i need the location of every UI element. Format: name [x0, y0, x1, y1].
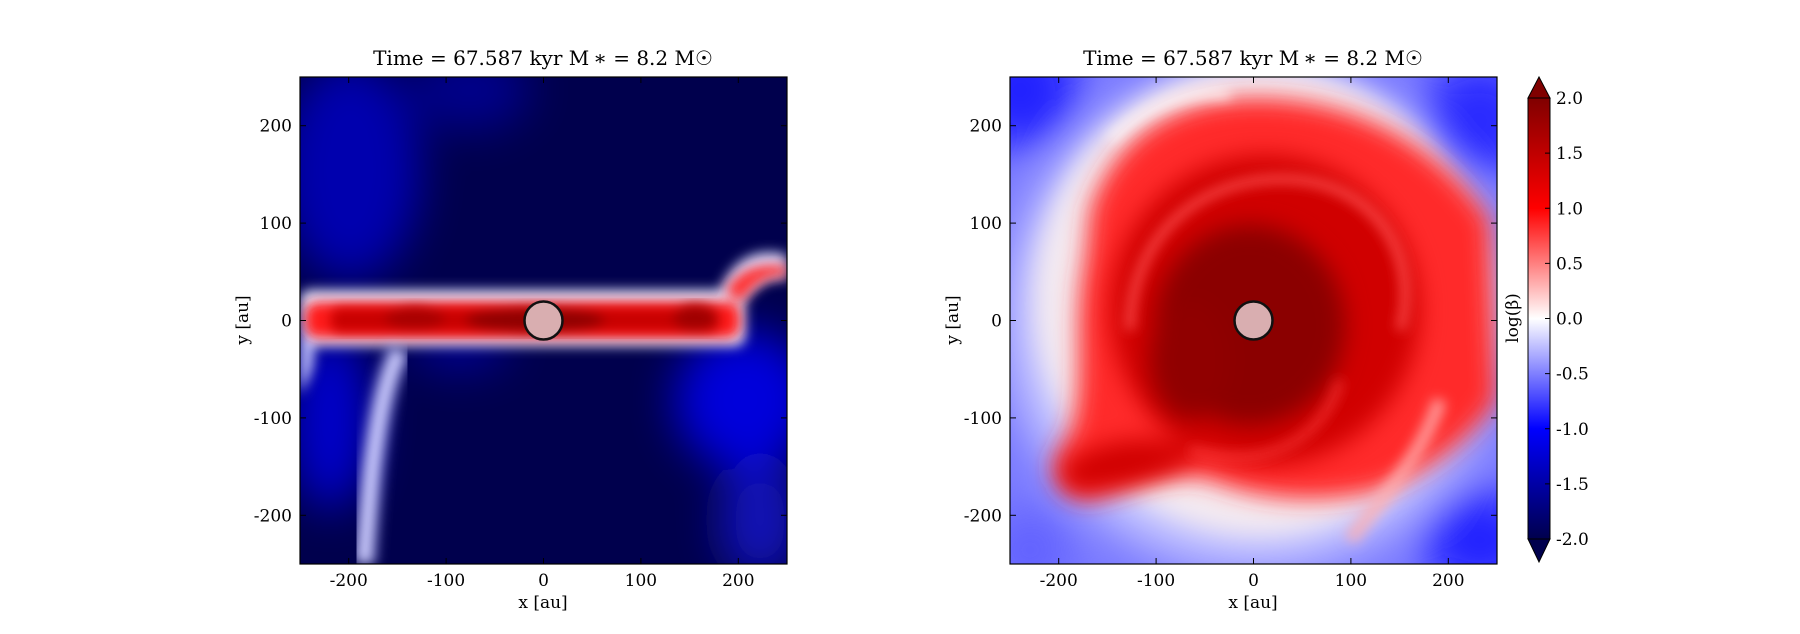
right-ticks: -200 -100 0 100 200 -200 -100 0 100 200: [964, 77, 1497, 591]
left-ytick-label-3: 100: [260, 214, 292, 234]
left-xtick-label-1: -100: [427, 571, 465, 591]
right-title: Time = 67.587 kyr M ∗ = 8.2 M☉: [1083, 46, 1423, 70]
left-ytick-label-2: 0: [281, 312, 292, 332]
right-xtick-label-2: 0: [1248, 571, 1259, 591]
right-ylabel: y [au]: [943, 295, 963, 345]
right-xtick-label-1: -100: [1137, 571, 1175, 591]
colorbar-tick-label-8: 2.0: [1556, 89, 1583, 109]
left-xtick-label-3: 100: [625, 571, 657, 591]
right-ytick-label-2: 0: [991, 312, 1002, 332]
left-xtick-label-2: 0: [538, 571, 549, 591]
colorbar-tick-label-6: 1.0: [1556, 199, 1583, 219]
left-ticks: -200 -100 0 100 200 -200 -100 0 100 200: [254, 77, 787, 591]
left-xtick-label-4: 200: [722, 571, 754, 591]
right-ytick-label-1: -100: [964, 409, 1002, 429]
colorbar: -2.0 -1.5 -1.0 -0.5 0.0 0.5 1.0 1.5 2.0 log(β): [1503, 75, 1589, 564]
left-xlabel: x [au]: [518, 593, 567, 613]
right-ytick-label-4: 200: [970, 117, 1002, 137]
right-xtick-label-4: 200: [1432, 571, 1464, 591]
left-heatmap: [300, 77, 787, 564]
left-ylabel: y [au]: [233, 295, 253, 345]
left-ytick-label-0: -200: [254, 506, 292, 526]
left-ytick-label-1: -100: [254, 409, 292, 429]
colorbar-tick-label-3: -0.5: [1556, 365, 1589, 385]
right-heatmap: [1010, 77, 1497, 564]
right-xlabel: x [au]: [1228, 593, 1277, 613]
left-panel: Time = 67.587 kyr M ∗ = 8.2 M☉: [233, 46, 788, 613]
left-ytick-label-4: 200: [260, 117, 292, 137]
colorbar-extend-top: [1527, 75, 1551, 99]
colorbar-tick-label-4: 0.0: [1556, 310, 1583, 330]
colorbar-tick-label-5: 0.5: [1556, 254, 1583, 274]
right-xtick-label-3: 100: [1335, 571, 1367, 591]
right-star-marker: [1233, 300, 1274, 341]
right-ytick-label-3: 100: [970, 214, 1002, 234]
colorbar-tick-label-0: -2.0: [1556, 530, 1589, 550]
right-ytick-label-0: -200: [964, 506, 1002, 526]
left-star-marker: [523, 300, 564, 341]
colorbar-extend-bottom: [1527, 538, 1551, 564]
colorbar-tick-label-2: -1.0: [1556, 420, 1589, 440]
left-xtick-label-0: -200: [330, 571, 368, 591]
right-xtick-label-0: -200: [1040, 571, 1078, 591]
right-panel: Time = 67.587 kyr M ∗ = 8.2 M☉: [943, 46, 1498, 613]
colorbar-tick-label-1: -1.5: [1556, 475, 1589, 495]
left-title: Time = 67.587 kyr M ∗ = 8.2 M☉: [373, 46, 713, 70]
colorbar-label: log(β): [1503, 293, 1523, 343]
colorbar-ticks: -2.0 -1.5 -1.0 -0.5 0.0 0.5 1.0 1.5 2.0: [1545, 89, 1589, 550]
colorbar-tick-label-7: 1.5: [1556, 144, 1583, 164]
